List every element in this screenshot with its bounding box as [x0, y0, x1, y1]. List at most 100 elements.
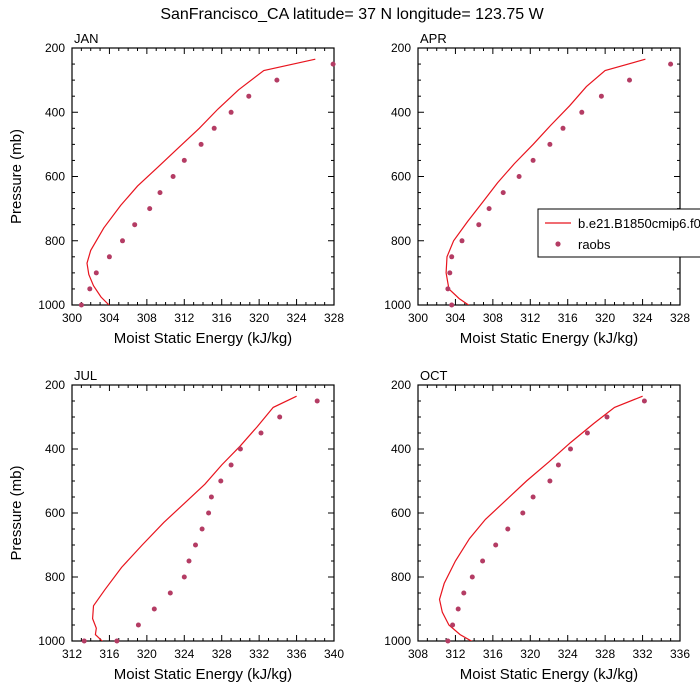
panel-jul: 312 316 320 324 328 332 336 340 200 400 600 800 1000…	[8, 368, 344, 683]
y-axis-label: Pressure (mb)	[8, 465, 25, 560]
plot-frame-jan	[71, 47, 335, 306]
raobs-point	[208, 494, 214, 500]
raobs-point	[258, 430, 264, 436]
x-tick-label: 304	[99, 311, 119, 325]
raobs-point	[151, 606, 157, 612]
y-tick-label: 600	[391, 170, 411, 184]
x-axis-label: Moist Static Energy (kJ/kg)	[114, 330, 292, 347]
raobs-point	[486, 206, 492, 212]
plot-frame-jul	[71, 384, 335, 642]
x-tick-label: 324	[558, 647, 578, 661]
raobs-point	[598, 93, 604, 99]
raobs-point	[476, 222, 482, 228]
model-line-apr	[445, 58, 646, 305]
raobs-point	[120, 238, 125, 244]
raobs-point	[445, 638, 451, 644]
raobs-point	[193, 542, 198, 548]
raobs-point	[445, 286, 451, 292]
raobs-point	[199, 526, 205, 532]
y-axis-label: Pressure (mb)	[8, 129, 25, 224]
x-tick-label: 308	[137, 311, 157, 325]
raobs-point	[516, 174, 522, 179]
raobs-point	[547, 478, 553, 484]
raobs-point	[106, 254, 112, 260]
raobs-point	[627, 77, 632, 83]
raobs-point	[520, 510, 526, 516]
y-tick-label: 600	[391, 506, 411, 520]
y-tick-label: 800	[45, 234, 65, 248]
raobs-point	[668, 61, 674, 67]
raobs-point	[114, 638, 120, 644]
raobs-point	[277, 414, 283, 420]
raobs-point	[330, 61, 336, 67]
x-tick-label: 300	[408, 311, 428, 325]
y-tick-label: 1000	[384, 634, 411, 648]
x-tick-label: 324	[287, 311, 307, 325]
raobs-point	[181, 157, 187, 163]
raobs-point	[447, 270, 453, 276]
raobs-point	[132, 222, 138, 228]
y-tick-label: 1000	[38, 298, 65, 312]
raobs-point	[135, 622, 141, 628]
raobs-point	[459, 238, 465, 244]
raobs-point	[560, 125, 566, 131]
y-tick-label: 200	[391, 378, 411, 392]
raobs-point	[641, 398, 647, 404]
raobs-point	[181, 574, 187, 580]
plot-frame-oct	[417, 384, 681, 642]
raobs-point	[274, 77, 280, 83]
x-tick-label: 304	[445, 311, 465, 325]
raobs-point	[568, 446, 573, 452]
raobs-point	[480, 558, 486, 564]
legend-model-label: b.e21.B1850cmip6.f09	[578, 216, 700, 231]
figure-title: SanFrancisco_CA latitude= 37 N longitude…	[160, 6, 544, 23]
y-tick-label: 600	[45, 170, 65, 184]
raobs-point	[449, 302, 455, 308]
raobs-point	[579, 109, 585, 115]
model-line-oct	[438, 395, 643, 641]
y-tick-label: 600	[45, 506, 65, 520]
legend: b.e21.B1850cmip6.f09 raobs	[537, 208, 700, 258]
raobs-point	[530, 494, 536, 500]
panels: 300 304 308 312 316 320 324 328 200 400 600 800 1000…	[8, 31, 690, 683]
x-tick-label: 308	[483, 311, 503, 325]
x-tick-label: 316	[212, 311, 232, 325]
x-tick-label: 312	[520, 311, 540, 325]
raobs-point	[228, 109, 234, 115]
x-tick-label: 316	[558, 311, 578, 325]
raobs-point	[547, 141, 553, 147]
model-line-jul	[91, 395, 297, 641]
model-line-jan	[86, 58, 316, 305]
raobs-point	[186, 558, 192, 564]
x-tick-label: 300	[62, 311, 82, 325]
raobs-point	[93, 270, 99, 276]
raobs-point	[211, 125, 217, 131]
raobs-point	[461, 590, 467, 596]
x-tick-label: 324	[174, 647, 194, 661]
y-tick-label: 400	[391, 442, 411, 456]
raobs-point	[170, 174, 176, 179]
x-tick-label: 312	[62, 647, 82, 661]
y-tick-label: 400	[391, 105, 411, 119]
panel-label-oct: OCT	[420, 368, 448, 383]
raobs-point	[493, 542, 499, 548]
raobs-point	[206, 510, 212, 516]
y-tick-label: 400	[45, 442, 65, 456]
legend-raobs-swatch	[555, 241, 561, 247]
raobs-point	[450, 622, 456, 628]
x-tick-label: 320	[249, 311, 269, 325]
raobs-point	[78, 302, 84, 308]
y-tick-label: 1000	[38, 634, 65, 648]
raobs-point	[604, 414, 610, 420]
x-tick-label: 320	[137, 647, 157, 661]
x-tick-label: 328	[212, 647, 232, 661]
raobs-point	[449, 254, 455, 260]
y-tick-label: 800	[45, 570, 65, 584]
raobs-point	[81, 638, 87, 644]
raobs-point	[530, 157, 536, 163]
x-tick-label: 328	[595, 647, 615, 661]
raobs-point	[87, 286, 93, 292]
x-tick-label: 320	[595, 311, 615, 325]
panel-jan: 300 304 308 312 316 320 324 328 200 400 600 800 1000…	[8, 31, 344, 347]
legend-raobs-label: raobs	[578, 237, 611, 252]
